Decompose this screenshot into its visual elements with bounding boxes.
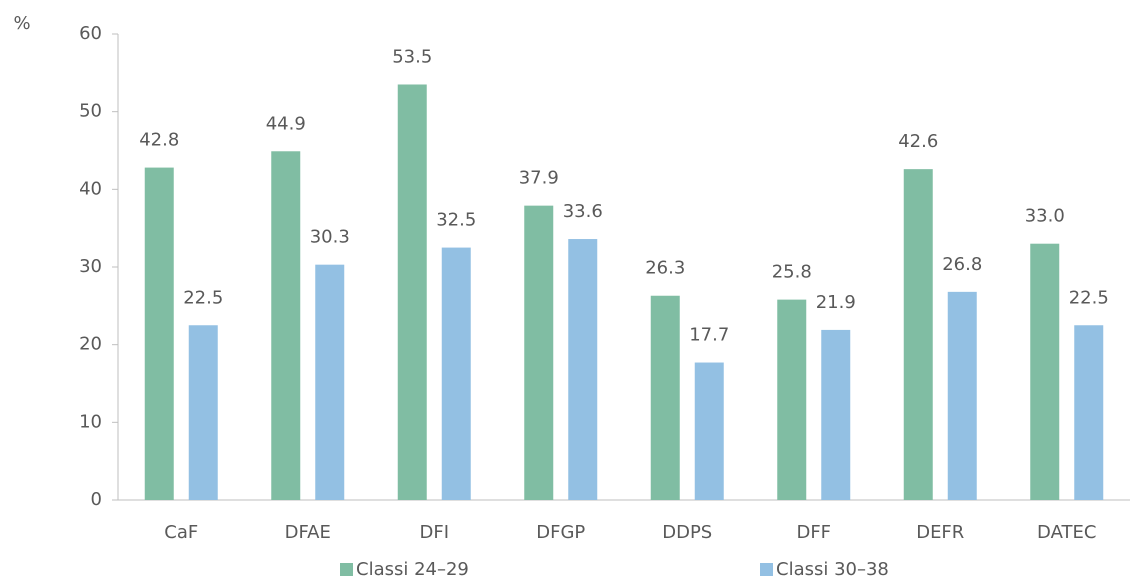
value-label: 33.6: [563, 201, 603, 222]
value-label: 42.6: [898, 131, 938, 152]
value-label: 33.0: [1025, 206, 1065, 227]
value-label: 26.3: [645, 258, 685, 279]
x-tick-label: DFF: [796, 522, 831, 543]
bar: [315, 264, 345, 500]
bar: [524, 205, 554, 501]
y-tick-label: 50: [79, 101, 102, 122]
value-label: 32.5: [436, 210, 476, 231]
x-tick-label: DEFR: [916, 522, 964, 543]
bar: [821, 329, 851, 500]
x-tick-label: DFGP: [536, 522, 585, 543]
x-tick-label: DDPS: [662, 522, 712, 543]
value-label: 25.8: [772, 262, 812, 283]
value-label: 26.8: [942, 254, 982, 275]
value-label: 37.9: [519, 168, 559, 189]
legend-swatch: [760, 563, 773, 576]
y-tick-label: 0: [91, 489, 102, 510]
bar: [694, 362, 724, 500]
value-label: 21.9: [816, 292, 856, 313]
bar: [144, 167, 174, 500]
bar: [397, 84, 427, 500]
y-axis-label: %: [13, 13, 30, 34]
y-tick-label: 30: [79, 256, 102, 277]
x-tick-label: DFI: [419, 522, 449, 543]
value-label: 30.3: [310, 227, 350, 248]
bar: [777, 299, 807, 500]
legend-swatch: [340, 563, 353, 576]
value-label: 53.5: [392, 46, 432, 67]
bar: [1030, 243, 1060, 500]
value-label: 22.5: [1069, 287, 1109, 308]
bar: [903, 169, 933, 500]
value-label: 22.5: [183, 287, 223, 308]
legend-label: Classi 30–38: [776, 559, 889, 580]
bar: [188, 325, 218, 500]
y-tick-label: 60: [79, 23, 102, 44]
y-tick-label: 20: [79, 334, 102, 355]
bar: [271, 151, 301, 500]
x-tick-label: DFAE: [285, 522, 331, 543]
value-label: 44.9: [266, 113, 306, 134]
value-label: 17.7: [689, 325, 729, 346]
bar: [947, 291, 977, 500]
x-tick-label: DATEC: [1037, 522, 1096, 543]
y-tick-label: 10: [79, 411, 102, 432]
bar: [568, 239, 598, 501]
bar: [650, 295, 680, 500]
legend-label: Classi 24–29: [356, 559, 469, 580]
bar: [441, 247, 471, 500]
bar: [1074, 325, 1104, 500]
y-tick-label: 40: [79, 178, 102, 199]
value-label: 42.8: [139, 130, 179, 151]
x-tick-label: CaF: [164, 522, 198, 543]
